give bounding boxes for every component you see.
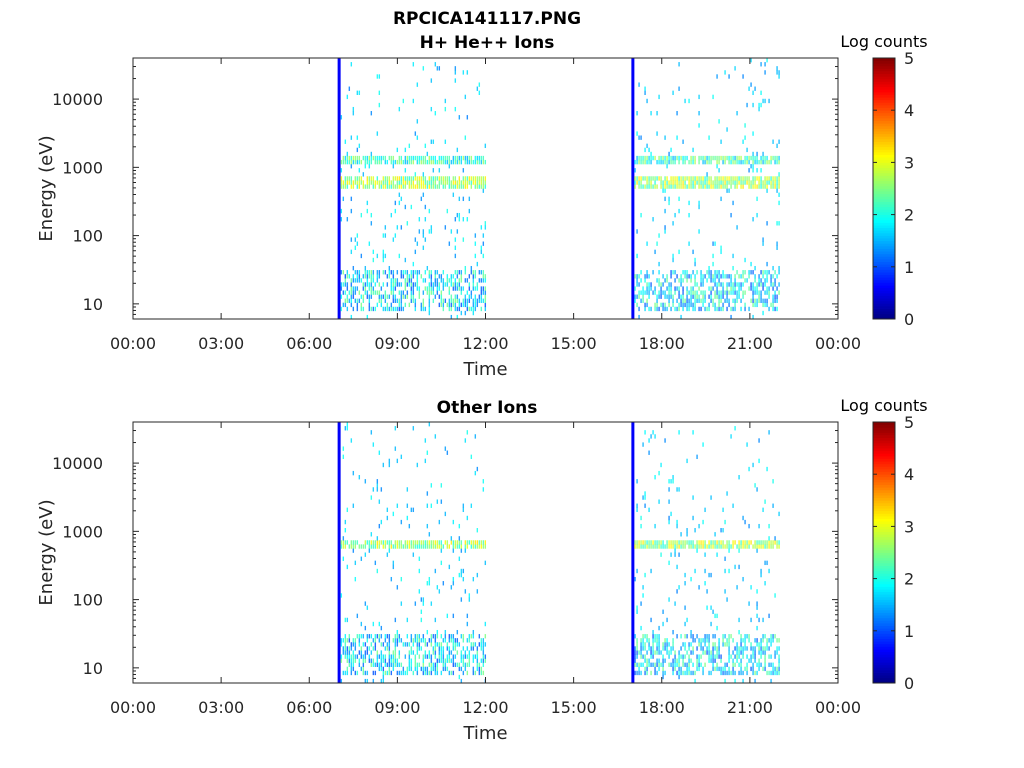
x-axis-label: Time — [462, 359, 507, 380]
x-tick-label: 00:00 — [110, 334, 156, 353]
y-tick-label: 10000 — [52, 454, 103, 473]
y-tick-label: 100 — [72, 591, 103, 610]
onset-stripe — [337, 58, 341, 319]
x-tick-label: 00:00 — [815, 698, 861, 717]
onset-stripe — [337, 422, 341, 683]
colorbar-frame — [872, 421, 896, 684]
colorbar-tick-label: 5 — [904, 49, 914, 68]
y-tick-label: 10000 — [52, 90, 103, 109]
colorbar-tick-label: 2 — [904, 206, 914, 225]
onset-stripe — [631, 422, 635, 683]
x-tick-label: 12:00 — [462, 698, 508, 717]
x-tick-label: 09:00 — [374, 698, 420, 717]
colorbar-frame — [872, 57, 896, 320]
x-tick-label: 12:00 — [462, 334, 508, 353]
colorbar-tick-label: 1 — [904, 258, 914, 277]
y-tick-label: 100 — [72, 227, 103, 246]
x-tick-label: 21:00 — [727, 334, 773, 353]
x-tick-label: 18:00 — [639, 334, 685, 353]
colorbar-tick-label: 3 — [904, 517, 914, 536]
colorbar-tick-label: 5 — [904, 413, 914, 432]
colorbar-tick-label: 1 — [904, 622, 914, 641]
x-tick-label: 09:00 — [374, 334, 420, 353]
colorbar-tick-label: 2 — [904, 570, 914, 589]
y-axis-label: Energy (eV) — [36, 499, 57, 605]
x-tick-label: 18:00 — [639, 698, 685, 717]
x-tick-label: 15:00 — [551, 698, 597, 717]
x-tick-label: 00:00 — [815, 334, 861, 353]
y-axis-label: Energy (eV) — [36, 135, 57, 241]
spectrogram — [337, 58, 780, 320]
colorbar-label: Log counts — [840, 32, 927, 51]
panel-2-title: Other Ions — [437, 398, 538, 418]
x-axis-label: Time — [462, 723, 507, 744]
y-tick-label: 1000 — [62, 158, 103, 177]
panel-1: 00:00 03:00 06:00 09:00 12:00 15:00 18:00 21:00… — [36, 32, 928, 380]
colorbar-tick-label: 0 — [904, 674, 914, 693]
x-tick-label: 03:00 — [198, 698, 244, 717]
y-tick-label: 1000 — [62, 522, 103, 541]
y-tick-label: 10 — [83, 659, 103, 678]
x-tick-label: 06:00 — [286, 698, 332, 717]
colorbar-tick-label: 4 — [904, 465, 914, 484]
x-tick-label: 15:00 — [551, 334, 597, 353]
panel-1-title: H+ He++ Ions — [420, 33, 555, 53]
colorbar-label: Log counts — [840, 396, 927, 415]
spectrogram — [337, 422, 780, 684]
x-tick-label: 00:00 — [110, 698, 156, 717]
figure-title: RPCICA141117.PNG — [393, 9, 581, 29]
colorbar-tick-label: 0 — [904, 310, 914, 329]
y-tick-label: 10 — [83, 295, 103, 314]
colorbar-tick-label: 4 — [904, 101, 914, 120]
x-tick-label: 21:00 — [727, 698, 773, 717]
colorbar-tick-label: 3 — [904, 153, 914, 172]
x-tick-label: 03:00 — [198, 334, 244, 353]
onset-stripe — [631, 58, 635, 319]
panel-2: 00:00 03:00 06:00 09:00 12:00 15:00 18:00 21:00… — [36, 396, 928, 744]
plot-area — [133, 422, 838, 683]
x-tick-label: 06:00 — [286, 334, 332, 353]
